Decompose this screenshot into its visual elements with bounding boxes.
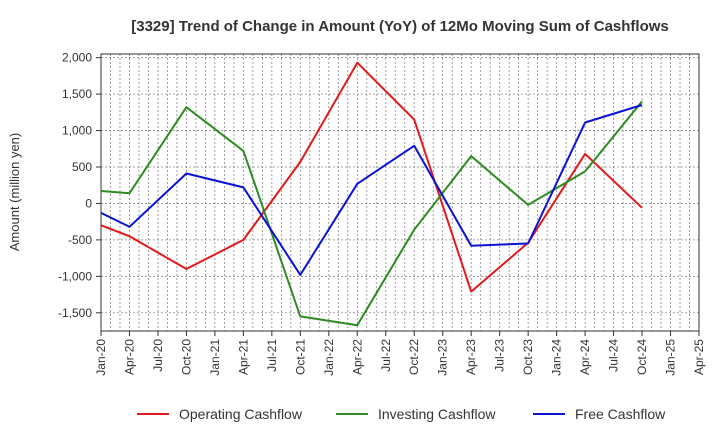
- x-tick-label: Apr-20: [122, 339, 136, 375]
- y-tick-label: 1,500: [62, 87, 92, 101]
- y-axis-label: Amount (million yen): [7, 133, 22, 252]
- x-tick-label: Oct-23: [521, 339, 535, 375]
- x-tick-label: Jan-24: [550, 339, 564, 376]
- y-tick-label: -500: [68, 233, 92, 247]
- x-tick-label: Apr-22: [350, 339, 364, 375]
- x-tick-label: Jul-20: [151, 339, 165, 372]
- grid: [100, 54, 700, 331]
- legend: Operating Cashflow Investing Cashflow Free…: [137, 406, 666, 422]
- y-tick-label: 500: [72, 160, 92, 174]
- x-tick-label: Jan-23: [436, 339, 450, 376]
- x-tick-label: Jan-21: [208, 339, 222, 376]
- chart-title: [3329] Trend of Change in Amount (YoY) o…: [131, 18, 669, 35]
- y-tick-label: -1,000: [58, 269, 92, 283]
- x-tick-label: Jul-21: [265, 339, 279, 372]
- free-cashflow-line: [100, 104, 643, 276]
- x-tick-label: Jul-24: [607, 339, 621, 372]
- series-group: [100, 61, 643, 327]
- x-tick-label: Jan-20: [94, 339, 108, 376]
- x-tick-label: Apr-24: [578, 339, 592, 375]
- x-tick-label: Jan-25: [664, 339, 678, 376]
- y-tick-label: 0: [85, 196, 92, 210]
- x-tick-label: Oct-20: [179, 339, 193, 375]
- plot-frame: [100, 53, 700, 332]
- x-tick-label: Oct-21: [293, 339, 307, 375]
- legend-label-investing-cashflow: Investing Cashflow: [378, 406, 496, 422]
- y-axis-ticks: -1,500 -1,000 -500 0 500 1,000 1,500 2,000: [58, 51, 101, 320]
- x-tick-label: Jul-23: [493, 339, 507, 372]
- x-tick-label: Apr-21: [236, 339, 250, 375]
- y-tick-label: 2,000: [62, 51, 92, 65]
- x-tick-label: Apr-23: [464, 339, 478, 375]
- operating-cashflow-line: [100, 61, 643, 293]
- x-tick-label: Oct-22: [407, 339, 421, 375]
- x-axis-ticks: Jan-20 Apr-20 Jul-20 Oct-20 Jan-21 Apr-21 Jul-…: [94, 331, 706, 376]
- x-tick-label: Jan-22: [322, 339, 336, 376]
- legend-label-free-cashflow: Free Cashflow: [575, 406, 666, 422]
- legend-label-operating-cashflow: Operating Cashflow: [179, 406, 303, 422]
- x-tick-label: Oct-24: [635, 339, 649, 375]
- y-tick-label: 1,000: [62, 124, 92, 138]
- x-tick-label: Apr-25: [692, 339, 706, 375]
- x-tick-label: Jul-22: [379, 339, 393, 372]
- y-tick-label: -1,500: [58, 306, 92, 320]
- investing-cashflow-line: [100, 100, 643, 327]
